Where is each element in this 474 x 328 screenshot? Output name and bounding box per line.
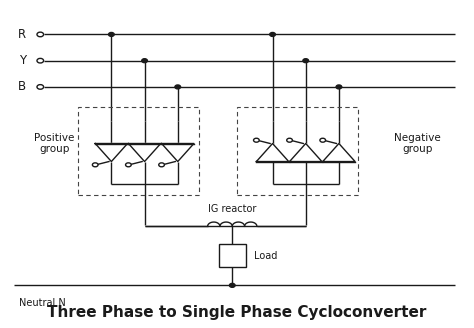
Bar <box>237 107 358 195</box>
Circle shape <box>229 283 235 287</box>
Circle shape <box>175 85 181 89</box>
Text: Negative: Negative <box>394 133 440 143</box>
Text: B: B <box>18 80 27 93</box>
Text: group: group <box>39 144 70 154</box>
Text: Load: Load <box>254 251 277 261</box>
Text: R: R <box>18 28 27 41</box>
Circle shape <box>37 58 44 63</box>
Circle shape <box>126 163 131 167</box>
Circle shape <box>37 85 44 89</box>
Circle shape <box>37 32 44 37</box>
Text: IG reactor: IG reactor <box>208 204 256 214</box>
Bar <box>78 107 199 195</box>
Polygon shape <box>323 144 355 161</box>
Polygon shape <box>128 144 161 161</box>
Circle shape <box>109 32 114 36</box>
Text: group: group <box>402 144 432 154</box>
Text: Neutral N: Neutral N <box>19 298 66 308</box>
Circle shape <box>336 85 342 89</box>
Text: Three Phase to Single Phase Cycloconverter: Three Phase to Single Phase Cycloconvert… <box>47 305 427 320</box>
Text: Y: Y <box>18 54 26 67</box>
Circle shape <box>287 138 292 142</box>
Bar <box>219 244 246 267</box>
Text: Positive: Positive <box>34 133 75 143</box>
Polygon shape <box>290 144 322 161</box>
Circle shape <box>159 163 164 167</box>
Circle shape <box>270 32 275 36</box>
Circle shape <box>92 163 98 167</box>
Circle shape <box>303 59 309 63</box>
Polygon shape <box>95 144 128 161</box>
Polygon shape <box>162 144 194 161</box>
Circle shape <box>320 138 326 142</box>
Circle shape <box>254 138 259 142</box>
Circle shape <box>142 59 147 63</box>
Polygon shape <box>256 144 289 161</box>
